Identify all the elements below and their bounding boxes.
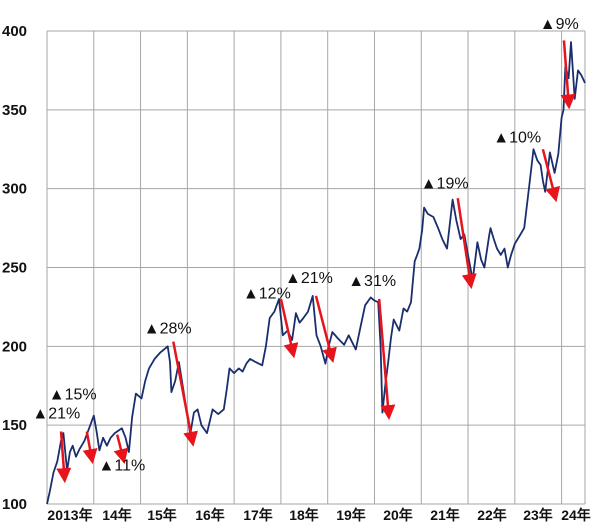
drawdown-label: ▲21% bbox=[285, 270, 333, 287]
y-tick-label: 250 bbox=[2, 260, 27, 277]
drawdown-label: ▲9% bbox=[540, 16, 579, 33]
annotations: ▲21%▲15%▲11%▲28%▲12%▲21% ▲31%▲19%▲10%▲9% bbox=[32, 16, 578, 474]
x-tick-label: 16年 bbox=[195, 507, 225, 523]
x-tick-label: 14年 bbox=[102, 507, 132, 523]
x-tick-label: 19年 bbox=[336, 507, 366, 523]
drawdown-label: ▲21% bbox=[32, 406, 80, 423]
drawdown-label: ▲10% bbox=[493, 130, 541, 147]
drawdown-label: ▲19% bbox=[421, 175, 469, 192]
drawdown-arrow bbox=[56, 431, 72, 484]
x-tick-label: 17年 bbox=[243, 507, 273, 523]
drawdown-label: ▲31% bbox=[348, 273, 396, 290]
drawdown-arrow bbox=[314, 295, 337, 364]
drawdown-arrow bbox=[172, 341, 198, 447]
x-tick-label: 22年 bbox=[477, 507, 507, 523]
x-axis: 2013年 14年 15年 16年 17年 18年 19年 20年 21年 22年 23年 24年 bbox=[47, 507, 590, 523]
drawdown-label: ▲28% bbox=[144, 320, 192, 337]
series-line-index bbox=[46, 41, 586, 505]
grid bbox=[46, 30, 586, 505]
x-tick-label: 15年 bbox=[147, 507, 177, 523]
x-tick-label: 20年 bbox=[383, 507, 413, 523]
y-tick-label: 100 bbox=[2, 496, 27, 513]
series bbox=[46, 41, 586, 505]
x-tick-label: 21年 bbox=[430, 507, 460, 523]
drawdown-label: ▲15% bbox=[49, 387, 97, 404]
x-tick-label: 24年 bbox=[561, 507, 591, 523]
drawdown-arrow bbox=[113, 434, 129, 464]
y-tick-label: 350 bbox=[2, 102, 27, 119]
drawdown-arrow bbox=[456, 197, 477, 290]
drawdown-arrow bbox=[82, 431, 98, 465]
x-tick-label: 2013年 bbox=[47, 507, 92, 523]
drawdown-arrows bbox=[56, 40, 576, 484]
drawdown-arrow bbox=[560, 40, 576, 110]
x-tick-label: 23年 bbox=[523, 507, 553, 523]
y-axis: 100 150 200 250 300 350 400 bbox=[2, 23, 27, 513]
drawdown-label: ▲12% bbox=[243, 286, 291, 303]
drawdown-arrow bbox=[377, 298, 396, 421]
y-tick-label: 150 bbox=[2, 417, 27, 434]
drawdown-arrow bbox=[541, 148, 560, 203]
drawdown-arrow bbox=[279, 298, 299, 359]
y-tick-label: 300 bbox=[2, 181, 27, 198]
y-tick-label: 200 bbox=[2, 338, 27, 355]
y-tick-label: 400 bbox=[2, 23, 27, 40]
drawdown-label: ▲11% bbox=[99, 458, 146, 475]
x-tick-label: 18年 bbox=[289, 507, 319, 523]
